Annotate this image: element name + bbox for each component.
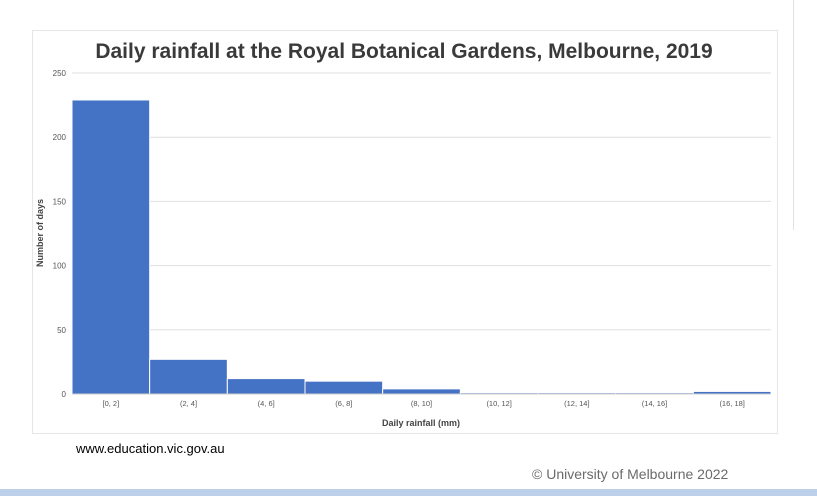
histogram-bar [149, 358, 228, 395]
y-axis-ticks: 0 50 100 150 200 250 [53, 69, 67, 399]
x-axis-ticks: [0, 2] (2, 4] (4, 6] (6, 8] (8, 10] (10, 12] (… [102, 399, 744, 408]
x-tick-label: (4, 6] [258, 399, 275, 408]
x-tick-label: (8, 10] [411, 399, 432, 408]
y-tick-label: 250 [53, 69, 67, 78]
source-url: www.education.vic.gov.au [76, 441, 225, 456]
y-tick-label: 150 [53, 197, 67, 206]
histogram-bar [382, 388, 461, 395]
y-tick-label: 50 [57, 326, 66, 335]
x-tick-label: (14, 16] [642, 399, 667, 408]
x-tick-label: (10, 12] [486, 399, 511, 408]
y-axis-label: Number of days [35, 199, 45, 267]
bottom-bar [0, 489, 817, 496]
x-tick-label: [0, 2] [102, 399, 119, 408]
histogram-bar [71, 99, 151, 395]
x-tick-label: (2, 4] [180, 399, 197, 408]
x-tick-label: (6, 8] [335, 399, 352, 408]
histogram-bar [304, 380, 384, 395]
y-tick-label: 200 [53, 133, 67, 142]
y-tick-label: 100 [53, 262, 67, 271]
x-tick-label: (16, 18] [719, 399, 744, 408]
y-tick-label: 0 [62, 390, 67, 399]
bars [71, 99, 772, 395]
gridlines [72, 72, 771, 331]
chart-title: Daily rainfall at the Royal Botanical Ga… [95, 40, 712, 63]
page-divider [793, 0, 794, 230]
x-tick-label: (12, 14] [564, 399, 589, 408]
x-axis-label: Daily rainfall (mm) [382, 418, 460, 428]
copyright-notice: © University of Melbourne 2022 [532, 466, 729, 482]
histogram-bar [226, 378, 306, 395]
